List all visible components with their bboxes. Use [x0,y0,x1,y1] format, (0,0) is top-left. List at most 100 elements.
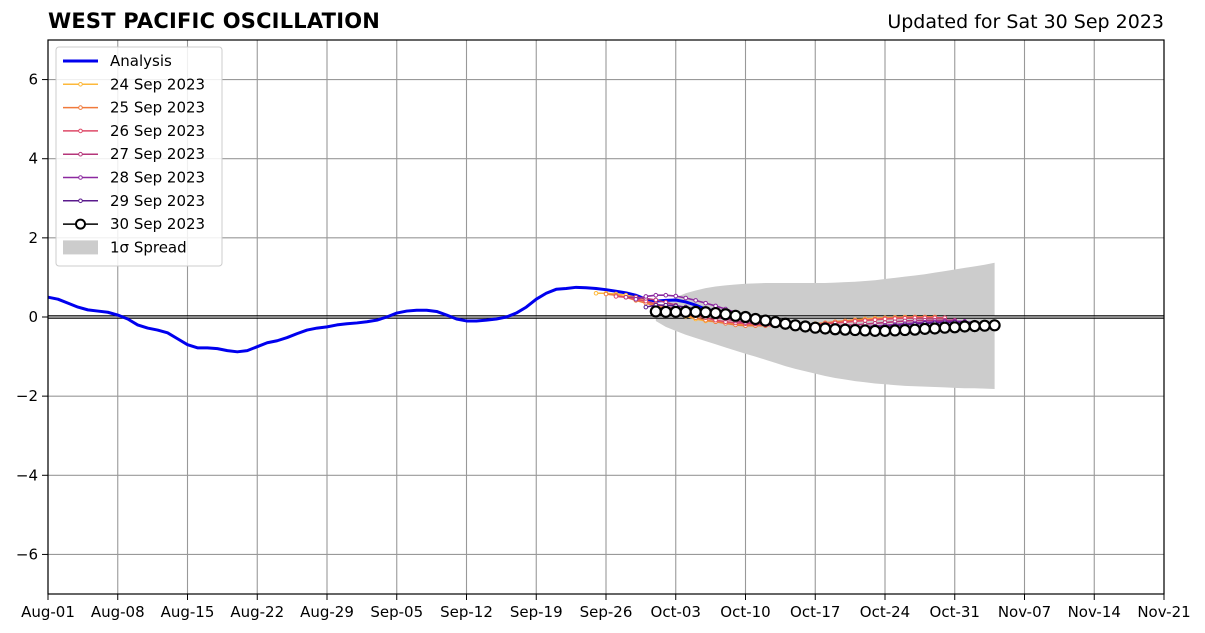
forecast-point [663,292,669,298]
forecast-point [908,323,921,336]
forecast-point [858,324,872,337]
forecast-point [918,322,931,335]
legend-label: 30 Sep 2023 [110,215,205,233]
x-tick-label: Aug-15 [161,603,215,621]
forecast-point [653,297,659,303]
legend-label: 27 Sep 2023 [110,145,205,163]
forecast-point [789,319,802,332]
forecast-point [703,300,708,306]
x-tick-label: Nov-14 [1068,603,1121,621]
legend-label: 26 Sep 2023 [110,122,205,140]
forecast-point [653,292,659,298]
x-tick-label: Sep-26 [580,603,633,621]
y-tick-label: 4 [28,150,38,168]
legend-swatch-marker [78,82,83,87]
x-tick-label: Oct-03 [651,603,701,621]
forecast-point [659,305,672,318]
legend-swatch-marker [78,151,83,157]
legend-swatch-marker [78,105,83,110]
forecast-point [968,320,981,333]
legend-swatch-marker [78,128,83,134]
legend-label: Analysis [110,52,172,70]
y-axis-ticks: −6 −4 −2 0 2 4 6 [16,71,48,563]
forecast-point [719,308,732,321]
legend-item: 1σ Spread [63,238,187,256]
forecast-point [819,322,832,335]
forecast-point [699,306,712,319]
analysis-line [47,285,716,354]
forecast-point [849,323,862,337]
forecast-point [679,305,692,318]
forecast-point [978,319,991,332]
forecast-point [673,293,679,299]
legend-item: 29 Sep 2023 [63,192,205,210]
forecast-point [888,324,902,337]
forecast-point [593,290,599,296]
forecast-point [739,310,752,324]
x-tick-label: Aug-08 [91,603,145,621]
legend-item: 27 Sep 2023 [63,145,205,163]
y-tick-label: −2 [16,387,38,405]
forecast-point [958,320,971,333]
forecast-point [809,321,822,334]
x-tick-label: Oct-31 [930,603,980,621]
legend-item: 28 Sep 2023 [63,169,205,187]
forecast-point [643,304,649,310]
forecast-point [948,321,961,334]
forecast-point [623,294,629,300]
forecast-point [709,306,722,320]
x-tick-label: Oct-10 [720,603,770,621]
legend-label: 1σ Spread [110,238,187,256]
forecast-point [882,316,888,322]
forecast-point [683,295,689,301]
x-tick-label: Oct-24 [860,603,910,621]
forecast-point [829,323,842,336]
forecast-point [839,323,852,336]
legend-item: 25 Sep 2023 [63,99,205,117]
forecast-point [779,317,792,330]
chart-title: WEST PACIFIC OSCILLATION [48,9,381,33]
forecast-point [603,291,609,297]
x-tick-label: Sep-19 [510,603,563,621]
forecast-point [643,294,649,299]
x-tick-label: Aug-22 [230,603,284,621]
legend-item: 26 Sep 2023 [63,122,205,140]
forecast-point [799,320,812,333]
forecast-point [988,319,1001,332]
legend-label: 29 Sep 2023 [110,192,205,210]
x-tick-label: Nov-21 [1137,603,1190,621]
forecast-point [759,314,772,327]
x-tick-label: Sep-12 [440,603,493,621]
legend-box [55,46,223,267]
x-tick-label: Sep-05 [370,603,423,621]
forecast-point [928,322,941,335]
forecast-point [898,323,912,337]
forecast-point [878,324,892,337]
forecast-point [633,296,639,302]
x-tick-label: Aug-29 [300,603,354,621]
legend-swatch-marker [78,198,83,204]
legend: Analysis 24 Sep 2023 25 Sep 2023 26 Sep 202… [55,46,223,267]
y-tick-label: −4 [16,466,38,484]
x-tick-label: Aug-01 [21,603,75,621]
forecast-point [669,305,682,318]
forecast-series [593,290,1001,337]
y-tick-label: 0 [28,308,38,326]
legend-swatch-marker [78,175,83,180]
y-tick-label: −6 [16,545,38,563]
forecast-point [938,321,951,334]
legend-item: 24 Sep 2023 [63,75,205,93]
zero-line [48,315,1164,319]
forecast-point [862,318,868,323]
forecast-point [852,319,858,324]
x-axis-ticks: Aug-01 Aug-08 Aug-15 Aug-22 Aug-29 Sep-05 Sep-… [21,594,1191,621]
forecast-point [729,309,742,322]
legend-item: 30 Sep 2023 [63,215,205,233]
forecast-point [872,317,878,323]
x-tick-label: Nov-07 [998,603,1051,621]
forecast-point [769,316,782,329]
legend-swatch-area [63,240,98,255]
forecast-point [693,298,698,303]
forecast-point [868,324,882,337]
